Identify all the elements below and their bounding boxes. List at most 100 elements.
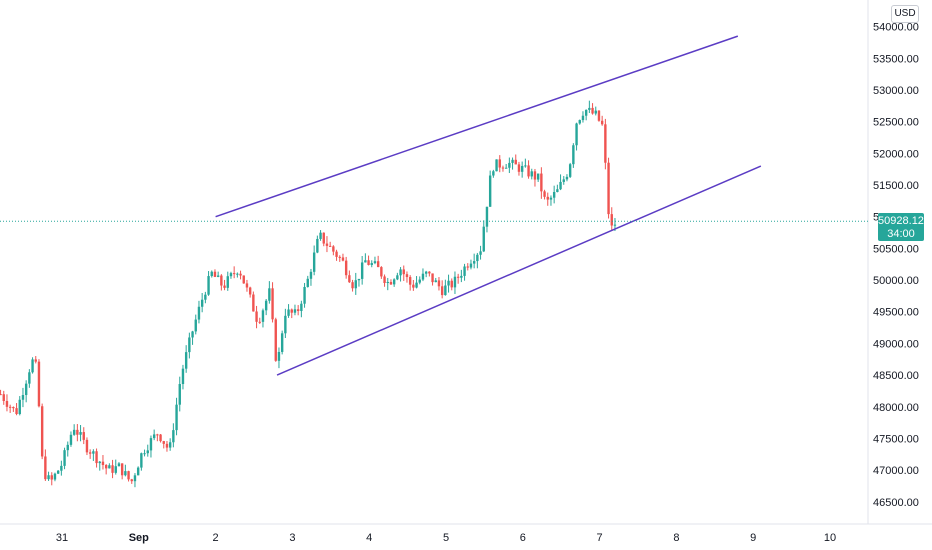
candle-body	[472, 261, 476, 264]
candle-body	[0, 394, 2, 396]
candle-body	[181, 368, 185, 385]
price-tick-label: 49500.00	[873, 307, 919, 319]
candle-body	[277, 351, 281, 361]
candle-body	[18, 399, 21, 415]
candle-body	[348, 275, 351, 283]
candle-body	[200, 299, 204, 307]
candle-body	[431, 273, 434, 283]
candle-body	[540, 173, 543, 192]
candle-body	[44, 456, 47, 480]
candle-body	[476, 254, 479, 262]
channel-lines[interactable]	[215, 35, 762, 376]
candle-body	[172, 430, 175, 443]
candle-body	[130, 479, 133, 482]
candle-body	[520, 165, 524, 172]
candle-body	[40, 406, 44, 457]
channel-upper-line[interactable]	[215, 35, 739, 218]
candle-body	[303, 286, 306, 304]
candle-body	[354, 280, 357, 289]
candle-body	[514, 159, 517, 165]
candle-body	[335, 251, 338, 257]
candle-body	[495, 159, 498, 172]
candle-body	[63, 450, 66, 466]
date-tick-label: 9	[750, 532, 756, 544]
candle-body	[351, 282, 354, 289]
candle-body	[565, 176, 569, 180]
candle-body	[488, 175, 492, 207]
candle-body	[117, 463, 121, 467]
candle-body	[210, 271, 213, 277]
candle-body	[559, 181, 562, 190]
candle-body	[511, 159, 514, 163]
candle-body	[223, 285, 226, 288]
candle-body	[412, 284, 415, 288]
candle-body	[460, 275, 463, 278]
bar-countdown: 34:00	[887, 228, 915, 240]
candle-body	[613, 224, 617, 226]
candle-body	[341, 257, 345, 261]
candle-body	[370, 263, 373, 265]
candle-body	[60, 465, 63, 471]
candle-body	[284, 315, 287, 334]
candle-body	[296, 309, 300, 311]
candle-body	[226, 276, 229, 288]
candle-body	[120, 463, 124, 476]
candle-body	[421, 273, 425, 280]
candle-body	[316, 238, 319, 253]
candle-body	[364, 260, 367, 263]
candle-body	[392, 279, 396, 285]
candle-body	[556, 189, 559, 193]
candle-body	[546, 196, 549, 200]
candle-body	[568, 164, 572, 177]
candle-body	[380, 267, 383, 277]
candle-body	[389, 281, 393, 285]
candle-body	[578, 120, 581, 124]
candle-body	[88, 452, 92, 454]
candle-body	[95, 451, 98, 464]
candle-body	[325, 243, 329, 246]
candle-body	[252, 294, 255, 312]
price-tick-label: 54000.00	[873, 22, 919, 34]
price-tick-label: 52000.00	[873, 148, 919, 160]
candle-body	[562, 179, 565, 182]
candle-body	[594, 110, 597, 114]
candle-body	[415, 282, 418, 288]
price-tick-label: 48000.00	[873, 402, 919, 414]
candle-body	[396, 275, 399, 280]
candle-body	[152, 434, 156, 439]
candle-body	[469, 263, 473, 268]
date-tick-label: 4	[366, 532, 372, 544]
price-axis[interactable]: 46500.00 47000.00 47500.00 48000.00 48500.00…	[873, 22, 919, 509]
candle-body	[72, 429, 76, 435]
candle-body	[140, 453, 143, 468]
candle-body	[261, 310, 265, 322]
candles-layer	[0, 100, 617, 488]
candle-body	[24, 383, 28, 396]
time-axis[interactable]: 31 Sep 2 3 4 5 6 7 8 9 10	[56, 532, 836, 544]
candle-body	[213, 271, 217, 277]
candle-body	[447, 280, 450, 286]
candle-body	[405, 274, 409, 278]
candle-body	[50, 475, 53, 480]
candle-body	[575, 123, 578, 146]
candle-body	[108, 465, 111, 469]
candle-body	[466, 266, 469, 268]
candle-body	[245, 283, 249, 288]
candle-body	[408, 277, 412, 285]
channel-lower-line[interactable]	[276, 165, 762, 376]
candle-body	[357, 278, 361, 281]
price-tick-label: 50000.00	[873, 275, 919, 287]
candle-body	[552, 192, 556, 198]
price-tick-label: 46500.00	[873, 497, 919, 509]
candle-body	[28, 372, 31, 384]
candle-body	[143, 453, 146, 455]
currency-label[interactable]: USD	[891, 5, 919, 23]
candle-body	[53, 473, 57, 480]
candle-body	[437, 280, 441, 287]
candle-body	[204, 294, 207, 300]
candle-body	[434, 280, 437, 283]
candle-body	[383, 276, 386, 284]
candle-body	[101, 461, 105, 466]
candle-body	[216, 275, 220, 277]
